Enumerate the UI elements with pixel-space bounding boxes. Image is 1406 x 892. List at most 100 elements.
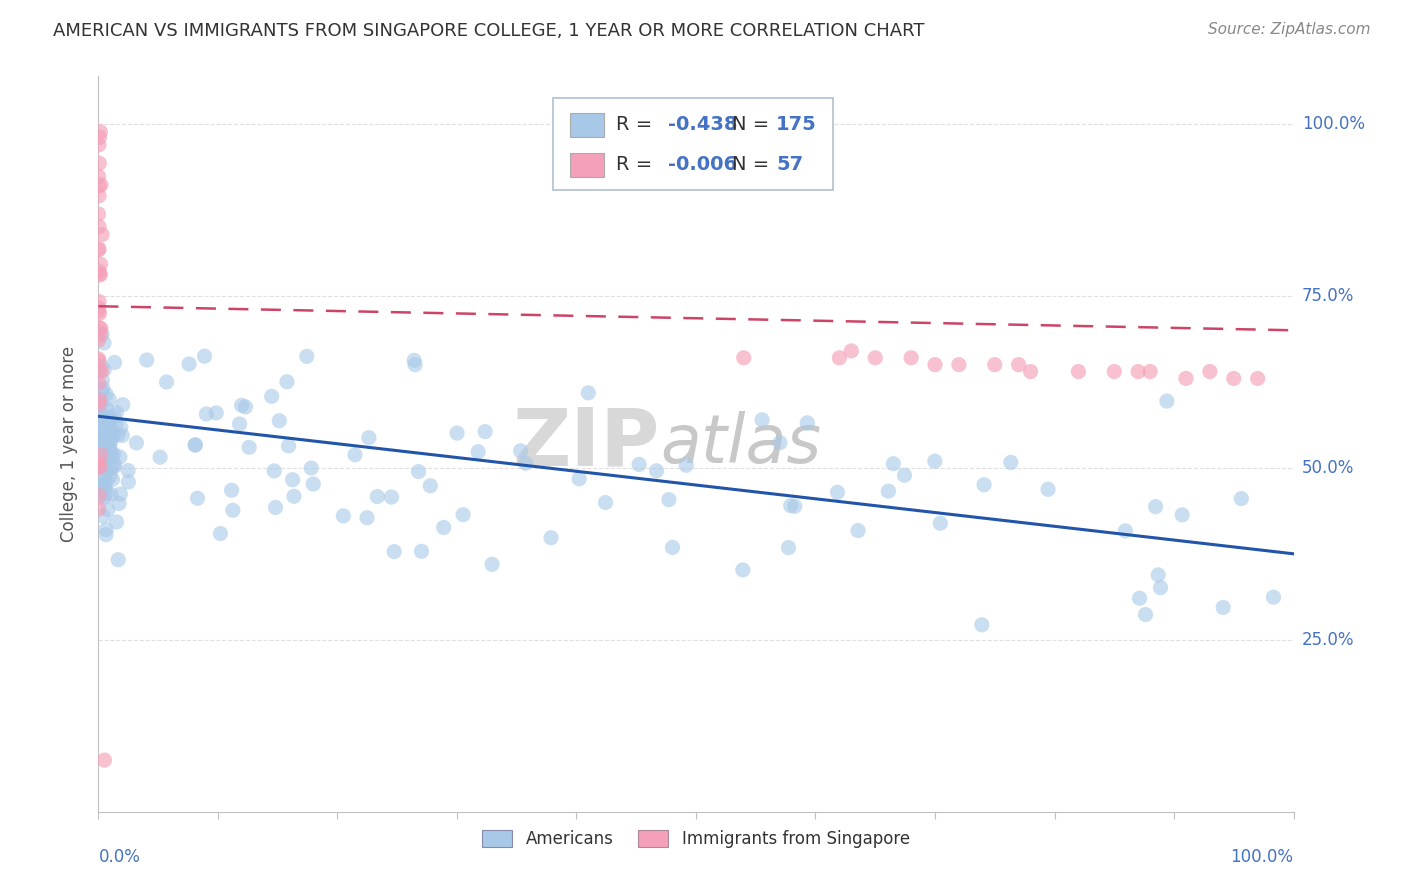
Point	[100, 422, 122, 436]
Point	[1000, 455, 1022, 469]
Point	[89, 130, 111, 145]
Point	[87, 219, 110, 234]
Point	[89, 156, 111, 170]
Point	[283, 489, 305, 503]
Point	[184, 438, 207, 452]
Point	[87, 458, 110, 472]
Point	[828, 351, 851, 365]
Point	[87, 189, 110, 203]
Point	[260, 389, 283, 403]
Point	[1135, 607, 1157, 622]
Point	[661, 541, 683, 555]
Point	[89, 398, 111, 412]
Point	[1019, 365, 1042, 379]
Point	[105, 406, 128, 420]
Point	[882, 457, 904, 471]
Point	[193, 349, 215, 363]
Point	[93, 430, 115, 444]
Point	[89, 363, 111, 377]
Text: 175: 175	[776, 115, 817, 134]
Point	[90, 257, 112, 271]
Point	[101, 473, 124, 487]
Point	[356, 510, 378, 524]
Point	[89, 396, 111, 410]
Point	[91, 374, 114, 388]
Point	[846, 524, 869, 538]
Text: ZIP: ZIP	[513, 405, 661, 483]
Point	[87, 433, 110, 447]
Point	[94, 467, 117, 482]
Point	[87, 294, 110, 309]
Point	[103, 459, 125, 474]
Point	[90, 438, 112, 452]
Point	[98, 392, 121, 407]
FancyBboxPatch shape	[571, 153, 605, 178]
Point	[984, 358, 1007, 372]
Point	[93, 481, 115, 495]
Point	[94, 431, 117, 445]
Point	[98, 469, 121, 483]
Point	[515, 456, 537, 470]
Point	[91, 508, 114, 523]
Point	[948, 358, 970, 372]
Point	[827, 485, 849, 500]
Point	[408, 465, 430, 479]
Text: 0.0%: 0.0%	[98, 847, 141, 866]
Point	[1223, 371, 1246, 385]
Point	[89, 459, 111, 474]
Point	[87, 404, 110, 418]
Point	[93, 491, 115, 505]
Point	[509, 443, 531, 458]
Point	[1114, 524, 1136, 538]
Point	[404, 358, 426, 372]
Point	[841, 343, 863, 358]
Point	[779, 499, 801, 513]
Point	[1247, 371, 1270, 385]
Point	[1139, 365, 1161, 379]
Point	[91, 404, 114, 418]
Point	[446, 426, 468, 441]
Point	[87, 169, 110, 184]
Point	[93, 363, 115, 377]
Point	[110, 487, 132, 501]
Point	[87, 398, 110, 412]
Point	[228, 417, 250, 431]
Point	[238, 440, 260, 454]
Point	[276, 375, 298, 389]
Point	[467, 444, 489, 458]
Point	[628, 458, 651, 472]
Point	[343, 448, 366, 462]
Point	[751, 413, 773, 427]
Point	[382, 544, 405, 558]
Point	[100, 412, 122, 426]
Point	[91, 382, 114, 396]
Point	[105, 515, 128, 529]
Point	[91, 424, 114, 438]
Text: N =: N =	[733, 155, 769, 174]
Point	[865, 351, 887, 365]
Point	[89, 478, 111, 492]
Point	[94, 482, 117, 496]
Point	[366, 490, 388, 504]
Point	[404, 353, 426, 368]
Point	[645, 464, 668, 478]
Point	[98, 411, 121, 425]
Point	[380, 490, 402, 504]
Point	[474, 425, 496, 439]
Point	[1036, 483, 1059, 497]
Point	[783, 500, 806, 514]
Point	[108, 496, 131, 510]
Y-axis label: College, 1 year or more: College, 1 year or more	[59, 346, 77, 541]
Point	[1128, 365, 1150, 379]
Text: 57: 57	[776, 155, 803, 174]
Point	[89, 125, 111, 139]
Point	[91, 227, 114, 242]
Point	[87, 488, 110, 502]
Point	[149, 450, 172, 465]
Point	[111, 398, 134, 412]
Point	[100, 430, 122, 444]
Point	[93, 428, 115, 442]
Legend: Americans, Immigrants from Singapore: Americans, Immigrants from Singapore	[475, 823, 917, 855]
Point	[100, 487, 122, 501]
Point	[87, 412, 110, 426]
